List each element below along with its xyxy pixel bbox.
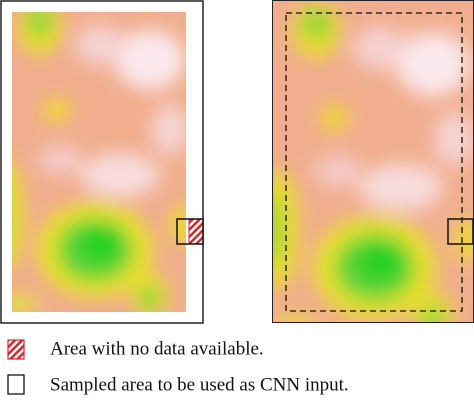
sample-box [447, 218, 474, 245]
legend-swatch [7, 339, 25, 360]
heatmap [0, 0, 240, 340]
dashed-region [285, 12, 463, 312]
legend-label: Area with no data available. [50, 338, 264, 359]
no-data-area [188, 218, 204, 245]
legend-swatch [7, 374, 25, 395]
heatmap [232, 0, 474, 364]
legend-label: Sampled area to be used as CNN input. [50, 374, 349, 395]
sample-box [176, 218, 204, 245]
